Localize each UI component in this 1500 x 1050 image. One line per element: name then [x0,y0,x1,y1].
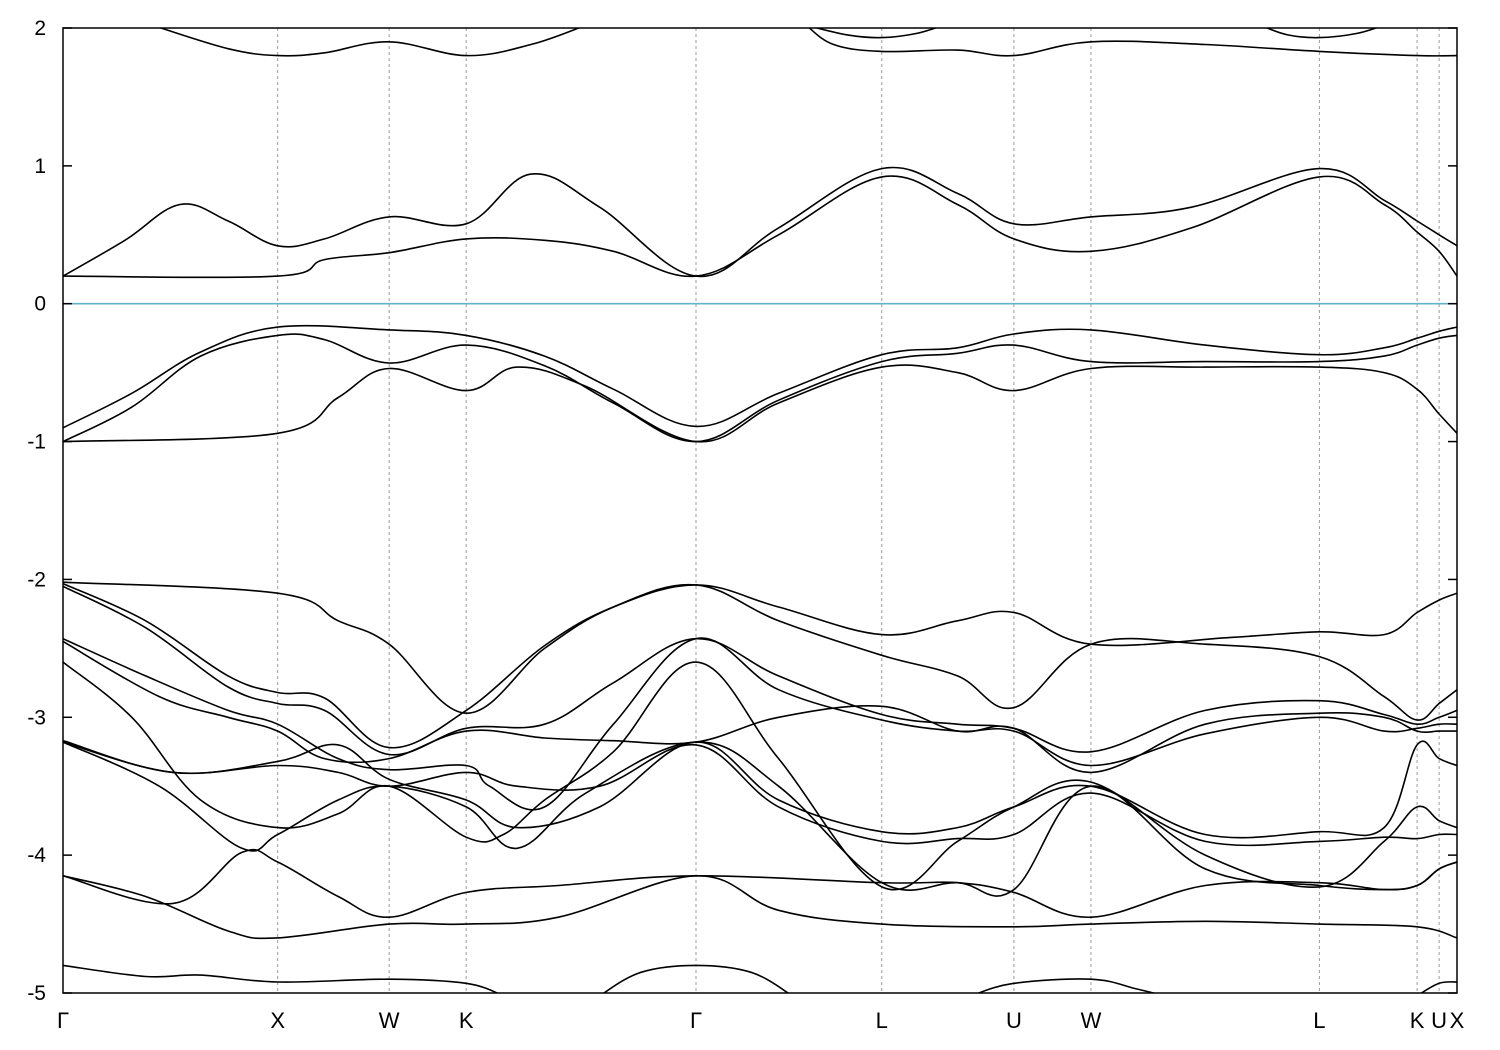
y-tick-label-4: -2 [27,568,46,591]
band-line-23 [1265,28,1379,39]
kpoint-label-3: K [459,1008,474,1033]
kpoint-label-0: Γ [57,1008,69,1033]
y-axis-ticks: 2 1 0 -1 -2 -3 -4 -5 [27,17,1457,1005]
band-line-3 [63,333,1457,443]
y-tick-label-3: -1 [27,431,46,454]
y-tick-label-1: 1 [34,155,46,178]
y-tick-label-5: -3 [27,706,46,729]
band-line-21 [813,28,938,39]
kpoint-label-1: X [270,1008,285,1033]
band-line-5 [63,581,1457,721]
kpoint-label-7: W [1081,1008,1102,1033]
kpoint-label-6: U [1006,1008,1022,1033]
kpoint-label-8: L [1313,1008,1325,1033]
kpoint-label-4: Γ [690,1008,702,1033]
kpoint-label-11: X [1450,1008,1465,1033]
band-line-6 [63,582,1457,749]
band-line-18 [976,978,1157,993]
band-line-10 [63,661,1457,891]
band-line-4 [63,364,1457,443]
y-tick-label-6: -4 [27,844,46,867]
y-tick-label-2: 0 [34,293,46,316]
band-lines [63,28,1457,993]
band-line-17 [602,964,790,993]
band-line-7 [63,585,1457,756]
band-line-13 [63,741,1457,897]
kpoint-gridlines [277,28,1440,993]
band-line-15 [63,874,1457,940]
band-line-20 [158,28,581,57]
y-tick-label-7: -5 [27,982,46,1005]
band-line-1 [63,175,1457,279]
band-line-0 [63,166,1457,278]
band-line-2 [63,324,1457,429]
band-line-8 [63,637,1457,811]
plot-frame [62,27,1458,994]
band-line-9 [63,640,1457,774]
kpoint-label-2: W [379,1008,400,1033]
y-tick-label-0: 2 [34,17,46,40]
kpoint-label-9: K [1410,1008,1425,1033]
kpoint-label-10: U [1431,1008,1447,1033]
band-line-16 [63,964,499,993]
band-line-14 [63,848,1457,919]
band-line-12 [63,741,1457,847]
band-line-11 [63,739,1457,839]
kpoint-label-5: L [876,1008,888,1033]
band-line-22 [808,28,1457,57]
